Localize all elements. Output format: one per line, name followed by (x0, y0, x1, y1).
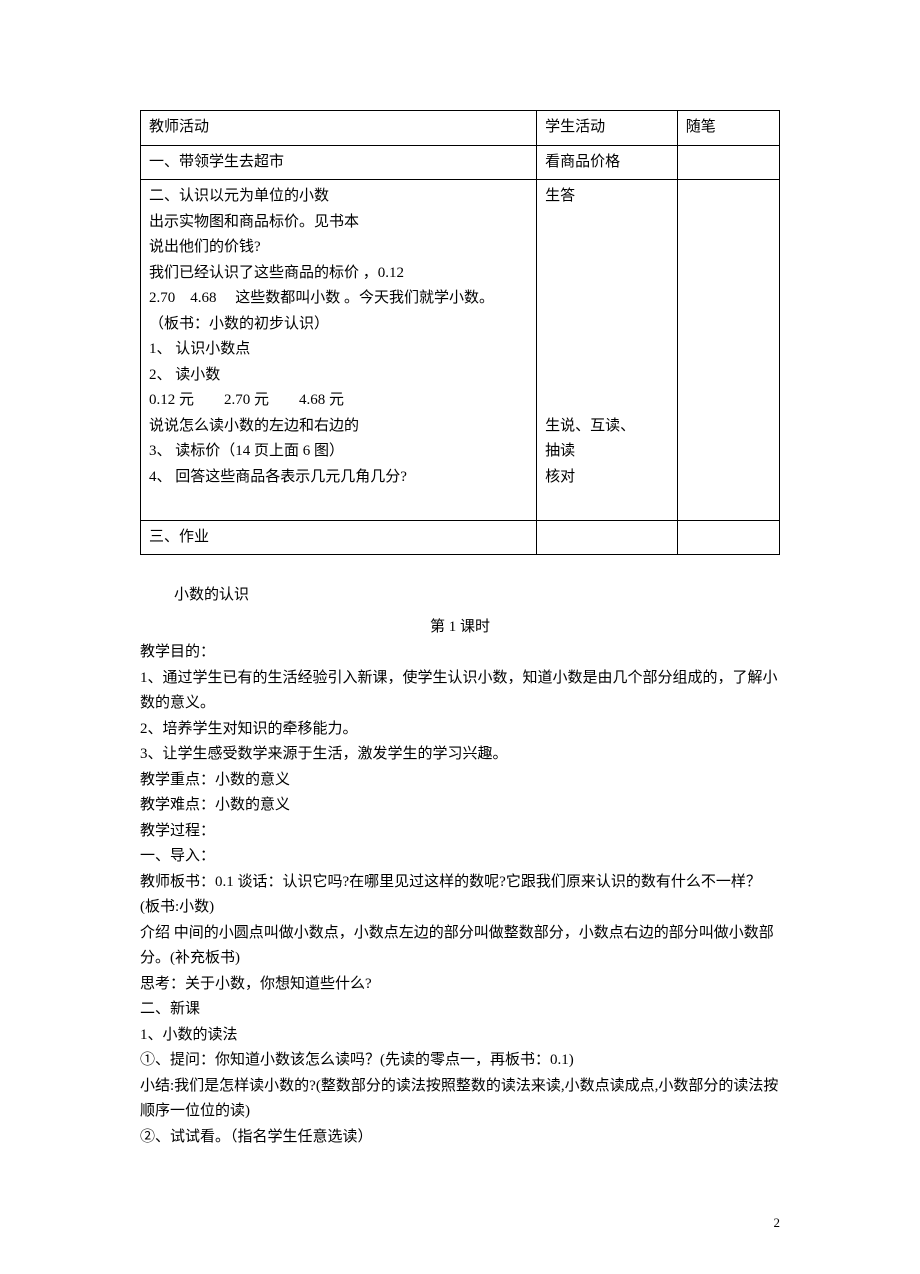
body-line: 1、通过学生已有的生活经验引入新课，使学生认识小数，知道小数是由几个部分组成的，… (140, 666, 780, 717)
body-line-indent: ②、试试看。（指名学生任意选读） (140, 1125, 780, 1151)
body-line: 教学过程： (140, 819, 780, 845)
body-line-indent: 小结:我们是怎样读小数的?(整数部分的读法按照整数的读法来读,小数点读成点,小数… (140, 1074, 780, 1125)
lesson-title: 小数的认识 (174, 583, 780, 609)
body-line: 介绍 中间的小圆点叫做小数点，小数点左边的部分叫做整数部分，小数点右边的部分叫做… (140, 921, 780, 972)
page-number: 2 (774, 1212, 781, 1234)
lesson-body: 教学目的： 1、通过学生已有的生活经验引入新课，使学生认识小数，知道小数是由几个… (140, 640, 780, 1150)
body-line: 教学重点：小数的意义 (140, 768, 780, 794)
cell-student-multi: 生答 生说、互读、 抽读 核对 (537, 180, 678, 521)
table-row: 二、认识以元为单位的小数 出示实物图和商品标价。见书本 说出他们的价钱? 我们已… (141, 180, 780, 521)
body-line: 思考：关于小数，你想知道些什么? (140, 972, 780, 998)
body-line: 一、导入： (140, 844, 780, 870)
body-line-indent: ①、提问：你知道小数该怎么读吗？(先读的零点一，再板书：0.1) (140, 1048, 780, 1074)
body-line: 1、小数的读法 (140, 1023, 780, 1049)
cell-student: 看商品价格 (537, 145, 678, 180)
body-line: 二、新课 (140, 997, 780, 1023)
cell-note (677, 180, 779, 521)
body-line: 2、培养学生对知识的牵移能力。 (140, 717, 780, 743)
body-line: 教师板书：0.1 谈话：认识它吗?在哪里见过这样的数呢?它跟我们原来认识的数有什… (140, 870, 780, 921)
table-row: 一、带领学生去超市 看商品价格 (141, 145, 780, 180)
body-line: 3、让学生感受数学来源于生活，激发学生的学习兴趣。 (140, 742, 780, 768)
table-header-row: 教师活动 学生活动 随笔 (141, 111, 780, 146)
lesson-period: 第 1 课时 (140, 615, 780, 641)
cell-teacher: 一、带领学生去超市 (141, 145, 537, 180)
body-line: 教学难点：小数的意义 (140, 793, 780, 819)
cell-teacher: 三、作业 (141, 520, 537, 555)
cell-note (677, 520, 779, 555)
header-student: 学生活动 (537, 111, 678, 146)
table-row: 三、作业 (141, 520, 780, 555)
lesson-activity-table: 教师活动 学生活动 随笔 一、带领学生去超市 看商品价格 二、认识以元为单位的小… (140, 110, 780, 555)
cell-student (537, 520, 678, 555)
cell-note (677, 145, 779, 180)
header-teacher: 教师活动 (141, 111, 537, 146)
cell-teacher-multi: 二、认识以元为单位的小数 出示实物图和商品标价。见书本 说出他们的价钱? 我们已… (141, 180, 537, 521)
header-note: 随笔 (677, 111, 779, 146)
body-line: 教学目的： (140, 640, 780, 666)
